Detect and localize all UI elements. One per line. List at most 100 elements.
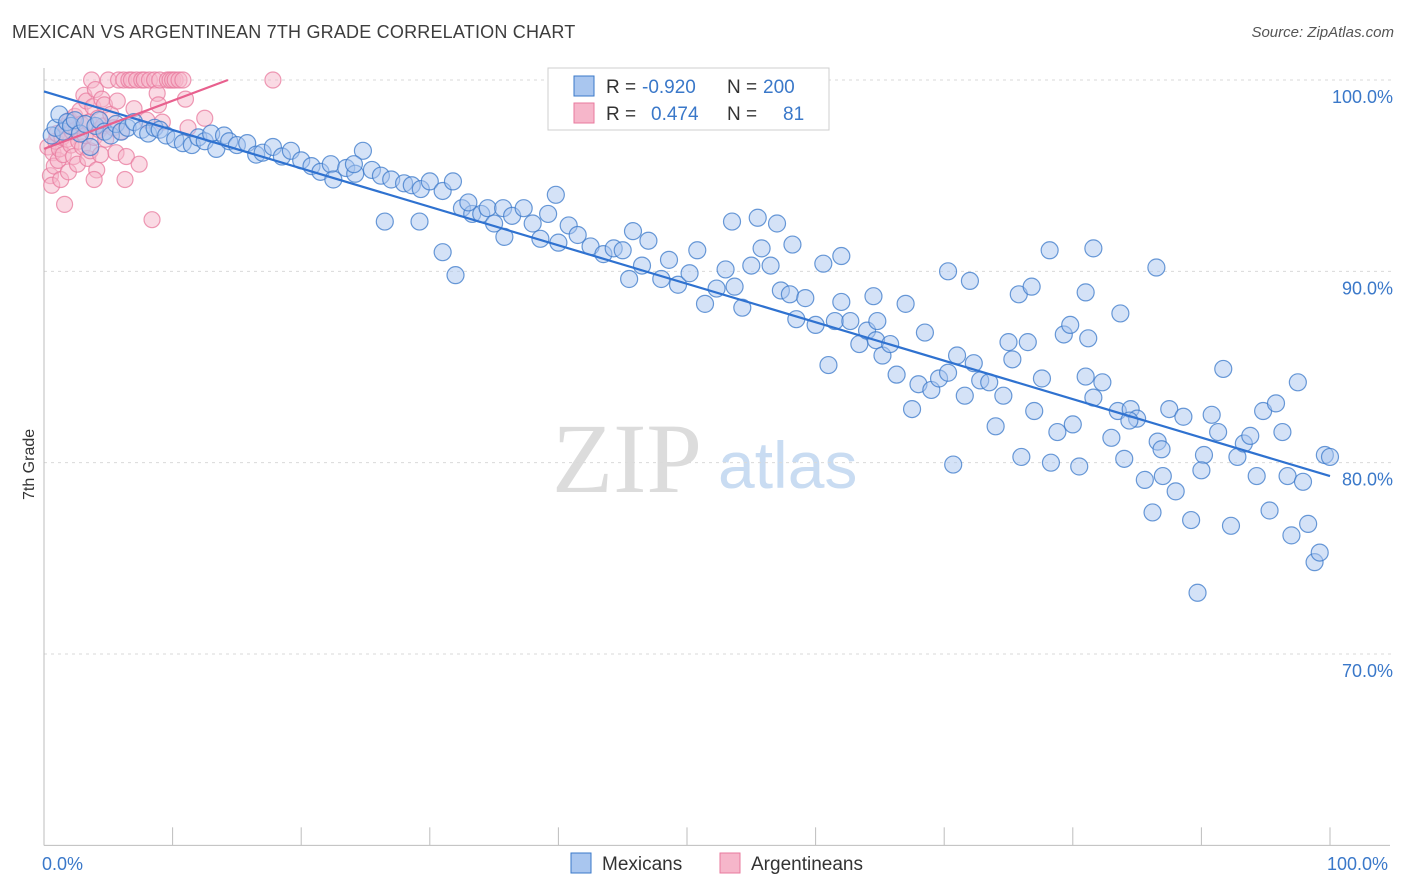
mexicans-point [1135, 470, 1154, 489]
argentineans-point [130, 155, 148, 173]
mexicans-point [1202, 405, 1221, 424]
mexicans-point [832, 292, 851, 312]
argentineans-point [116, 170, 134, 189]
mexicans-point [433, 243, 452, 262]
mexicans-point [1282, 526, 1301, 545]
mexicans-point [1048, 422, 1067, 442]
mexicans-point [688, 241, 707, 260]
bottom-legend-swatch-pink [719, 852, 741, 874]
mexicans-point [864, 287, 883, 306]
mexicans-point [1194, 445, 1214, 465]
mexicans-point [1061, 315, 1080, 335]
mexicans-point [761, 256, 780, 275]
mexicans-point [446, 266, 465, 285]
mexicans-point [375, 212, 394, 231]
mexicans-point [546, 185, 565, 204]
argentineans-trend-line [43, 78, 229, 150]
x-tick-right: 100.0% [1327, 854, 1388, 874]
legend-swatch-pink [573, 102, 595, 124]
y-tick-100: 100.0% [1332, 87, 1393, 107]
mexicans-point [1012, 447, 1031, 467]
mexicans-point [819, 355, 838, 375]
y-tick-80: 80.0% [1342, 470, 1393, 490]
mexicans-point [748, 208, 767, 227]
mexicans-point [1241, 426, 1260, 445]
mexicans-point [1076, 283, 1095, 302]
mexicans-point [994, 386, 1013, 405]
mexicans-point [478, 199, 497, 218]
mexicans-point [410, 212, 429, 231]
mexicans-point [1084, 239, 1103, 258]
mexicans-point [902, 399, 922, 419]
axes [43, 68, 1390, 846]
mexicans-point [539, 204, 558, 224]
argentineans-point [143, 211, 161, 229]
legend-n-value-blue: 200 [763, 77, 795, 98]
mexicans-point [613, 241, 632, 260]
mexicans-point [1032, 369, 1052, 388]
mexicans-point [1266, 394, 1286, 413]
mexicans-point [344, 155, 364, 174]
mexicans-point [1221, 516, 1241, 535]
argentineans-point [117, 147, 135, 166]
legend-r-label-blue: R = [606, 77, 636, 98]
mexicans-point [514, 199, 533, 218]
mexicans-point [1310, 543, 1329, 562]
mexicans-point [742, 256, 761, 275]
mexicans-point [722, 212, 742, 231]
mexicans-trend-line [43, 90, 1331, 478]
mexicans-point [868, 311, 887, 331]
mexicans-point [1003, 350, 1022, 369]
mexicans-point [568, 225, 587, 245]
watermark-atlas: atlas [718, 428, 857, 502]
legend-r-label-pink: R = [606, 104, 636, 125]
bottom-legend-swatch-blue [570, 852, 592, 874]
mexicans-point [832, 246, 851, 266]
chart-title: MEXICAN VS ARGENTINEAN 7TH GRADE CORRELA… [12, 22, 576, 42]
mexicans-point [960, 271, 980, 290]
mexicans-point [1260, 501, 1279, 520]
mexicans-point [1288, 373, 1307, 392]
mexicans-point [938, 262, 958, 281]
mexicans-point [459, 193, 478, 212]
mexicans-point [947, 346, 967, 365]
mexicans-point [915, 323, 935, 342]
legend-r-value-blue: -0.920 [642, 77, 696, 98]
mexicans-point [523, 214, 542, 233]
mexicans-point [1041, 453, 1061, 472]
legend-n-label-pink: N = [727, 104, 757, 125]
mexicans-point [841, 311, 860, 331]
mexicans-point [1111, 304, 1130, 323]
mexicans-point [814, 254, 833, 273]
mexicans-point [623, 222, 643, 241]
mexicans-point [1188, 583, 1207, 602]
legend: R = -0.920 N = 200 R = 0.474 N = 81 [547, 67, 830, 131]
mexicans-point [1247, 466, 1266, 486]
mexicans-point [420, 172, 439, 191]
mexicans-point [999, 333, 1018, 352]
y-tick-labels: 100.0% 90.0% 80.0% 70.0% [1332, 87, 1393, 681]
mexicans-point [1115, 449, 1134, 468]
mexicans-point [887, 365, 906, 384]
mexicans-point [81, 137, 100, 157]
mexicans-point [716, 260, 735, 279]
mexicans-point [1278, 466, 1297, 486]
mexicans-point [1293, 472, 1313, 491]
trend-lines [43, 78, 1331, 478]
mexicans-point [1143, 503, 1162, 522]
y-axis-label: 7th Grade [21, 429, 38, 500]
mexicans-point [1152, 440, 1171, 459]
bottom-legend-label-argentineans: Argentineans [751, 854, 863, 875]
mexicans-point [1147, 258, 1166, 277]
mexicans-point [1209, 422, 1228, 442]
bottom-legend-label-mexicans: Mexicans [602, 854, 682, 875]
mexicans-point [620, 269, 639, 289]
mexicans-points [42, 105, 1340, 602]
mexicans-point [896, 294, 915, 313]
y-tick-90: 90.0% [1342, 278, 1393, 298]
mexicans-point [1174, 407, 1193, 426]
mexicans-point [944, 455, 963, 474]
argentineans-point [174, 71, 192, 89]
legend-n-value-pink: 81 [783, 104, 804, 125]
